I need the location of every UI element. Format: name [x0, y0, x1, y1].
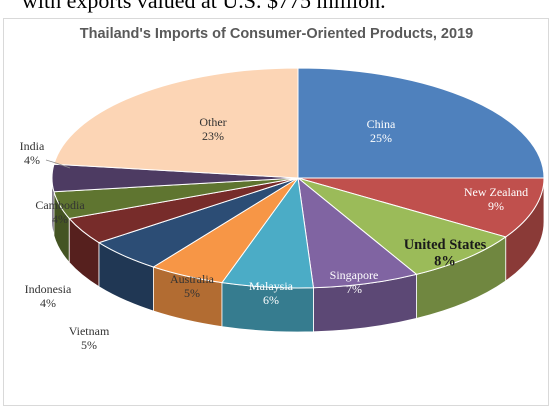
pie-slice-united-states	[297, 177, 507, 275]
pie-tops	[51, 67, 545, 289]
slice-value-malaysia: 6%	[263, 293, 279, 307]
slice-value-cambodia: 4%	[52, 212, 68, 226]
slice-value-china: 25%	[370, 131, 392, 145]
slice-label-united-states: United States	[404, 237, 487, 253]
slice-value-vietnam: 5%	[81, 338, 97, 352]
slice-label-malaysia: Malaysia	[249, 279, 294, 293]
slice-label-new-zealand: New Zealand	[464, 185, 528, 199]
pie-sides	[51, 177, 545, 333]
slice-label-cambodia: Cambodia	[35, 198, 85, 212]
slice-value-other: 23%	[202, 129, 224, 143]
slice-value-india: 4%	[24, 153, 40, 167]
india-leader-line	[45, 159, 71, 169]
slice-label-australia: Australia	[170, 272, 215, 286]
caption-fragment: with exports valued at U.S. $775 million…	[0, 0, 553, 16]
caption-fragment-text: with exports valued at U.S. $775 million…	[22, 0, 386, 13]
chart-title: Thailand's Imports of Consumer-Oriented …	[79, 26, 474, 42]
slice-value-singapore: 7%	[346, 282, 362, 296]
pie-slice-china	[297, 67, 545, 179]
slice-value-australia: 5%	[184, 286, 200, 300]
pie-slice-new-zealand	[297, 177, 545, 238]
slice-label-other: Other	[199, 115, 226, 129]
pie-slice-other	[53, 67, 299, 179]
slice-value-new-zealand: 9%	[488, 199, 504, 213]
slice-label-china: China	[367, 117, 396, 131]
slice-label-singapore: Singapore	[330, 268, 379, 282]
slice-label-vietnam: Vietnam	[69, 324, 110, 338]
slice-value-united-states: 8%	[434, 254, 456, 270]
slice-label-india: India	[20, 139, 45, 153]
slice-label-indonesia: Indonesia	[25, 282, 72, 296]
pie-slice-singapore	[297, 176, 418, 289]
slice-value-indonesia: 4%	[40, 296, 56, 310]
